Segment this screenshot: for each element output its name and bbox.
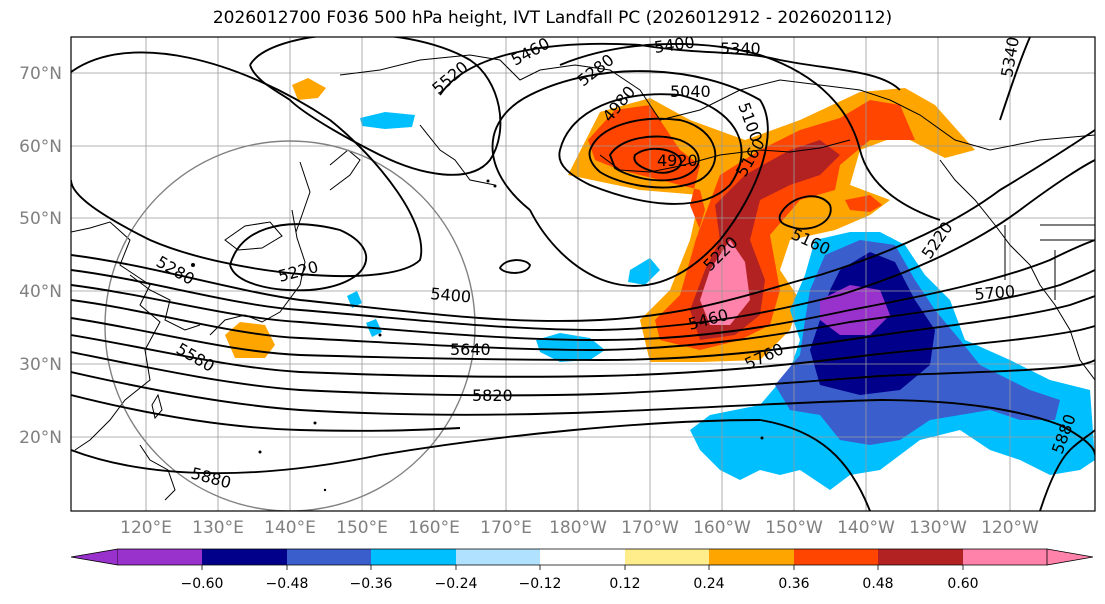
- coastlines: [71, 54, 1095, 501]
- lat-label: 40°N: [19, 282, 62, 302]
- contour-label: 5340: [720, 39, 761, 58]
- colorbar-tick: −0.48: [266, 576, 309, 592]
- colorbar-tick: 0.36: [778, 576, 809, 592]
- lon-label: 120°W: [981, 518, 1039, 538]
- colorbar-tick: −0.60: [181, 576, 224, 592]
- colorbar: −0.60 −0.48 −0.36 −0.24 −0.12 0.12 0.24 …: [70, 548, 1094, 592]
- positive-ivt-region: [225, 78, 975, 362]
- lon-label: 160°E: [408, 518, 460, 538]
- lon-label: 150°W: [765, 518, 823, 538]
- lat-label: 60°N: [19, 137, 62, 157]
- lat-label: 50°N: [19, 209, 62, 229]
- map-frame: [70, 36, 1096, 512]
- lat-label: 20°N: [19, 428, 62, 448]
- contour-label: 5400: [430, 284, 472, 306]
- lat-label: 70°N: [19, 64, 62, 84]
- colorbar-tick: 0.48: [862, 576, 893, 592]
- lon-label: 170°W: [621, 518, 679, 538]
- height-contours: [71, 37, 1095, 511]
- lon-label: 130°W: [909, 518, 967, 538]
- lat-label: 30°N: [19, 355, 62, 375]
- colorbar-tick: 0.24: [693, 576, 724, 592]
- lon-label: 180°W: [549, 518, 607, 538]
- colorbar-tick: 0.60: [947, 576, 978, 592]
- contour-label: 5640: [450, 340, 491, 359]
- islands: [191, 179, 764, 492]
- colorbar-tick: −0.36: [350, 576, 393, 592]
- colorbar-tick: −0.12: [519, 576, 562, 592]
- lon-label: 120°E: [120, 518, 172, 538]
- contour-label: 4920: [657, 151, 698, 170]
- lon-label: 140°E: [264, 518, 316, 538]
- graticule: [71, 37, 1095, 511]
- contour-label: 5400: [653, 32, 696, 56]
- range-ring: [104, 140, 476, 511]
- lon-label: 140°W: [837, 518, 895, 538]
- latitude-labels: 70°N 60°N 50°N 40°N 30°N 20°N: [19, 64, 62, 448]
- lon-label: 160°W: [693, 518, 751, 538]
- contour-label: 5700: [974, 282, 1016, 304]
- colorbar-tick: 0.12: [609, 576, 640, 592]
- map-title: 2026012700 F036 500 hPa height, IVT Land…: [212, 8, 893, 28]
- lon-label: 130°E: [192, 518, 244, 538]
- lon-label: 170°E: [480, 518, 532, 538]
- longitude-labels: 120°E 130°E 140°E 150°E 160°E 170°E 180°…: [120, 518, 1039, 538]
- contour-label: 5820: [472, 386, 513, 405]
- colorbar-tick: −0.24: [435, 576, 478, 592]
- map-panel: [71, 37, 1095, 511]
- contour-label: 5040: [670, 82, 711, 101]
- lon-label: 150°E: [336, 518, 388, 538]
